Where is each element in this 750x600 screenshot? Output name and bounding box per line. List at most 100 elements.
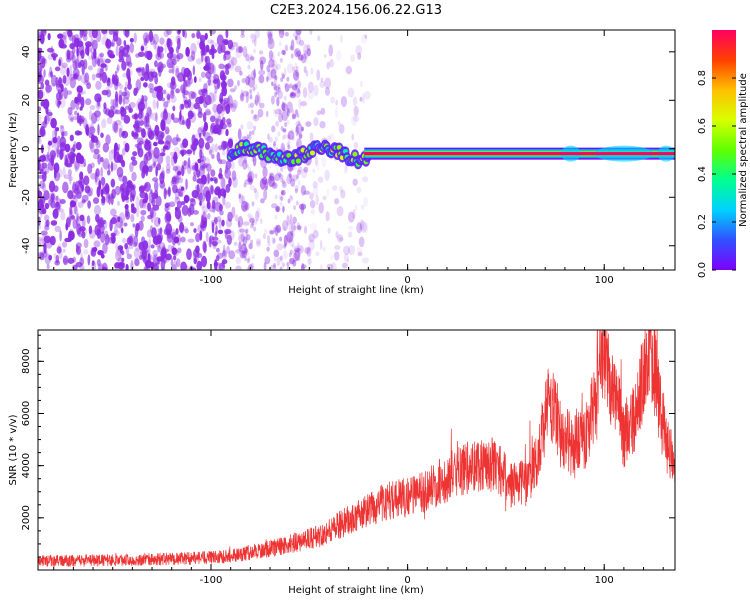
noise-blob xyxy=(57,198,62,210)
noise-blob xyxy=(170,76,176,87)
noise-blob xyxy=(199,200,202,206)
noise-blob xyxy=(110,99,114,106)
noise-blob xyxy=(143,37,148,46)
snr-x-ticks: -100 0 100 xyxy=(53,330,664,586)
noise-blob xyxy=(159,37,165,45)
spectrogram-y-tick-label: 40 xyxy=(21,45,32,58)
noise-blob xyxy=(360,220,367,233)
noise-streak xyxy=(297,120,301,126)
noise-blob xyxy=(190,91,197,99)
noise-blob xyxy=(219,188,227,197)
noise-blob xyxy=(161,252,165,264)
noise-blob xyxy=(133,32,137,44)
noise-blob xyxy=(298,98,302,109)
noise-blob xyxy=(335,50,342,61)
noise-blob xyxy=(217,115,222,122)
noise-blob xyxy=(241,200,248,212)
noise-blob xyxy=(148,52,152,58)
noise-blob xyxy=(50,220,58,226)
noise-streak xyxy=(248,58,252,64)
noise-blob xyxy=(59,149,64,159)
noise-streak xyxy=(295,141,299,147)
noise-blob xyxy=(192,145,196,156)
noise-blob xyxy=(50,193,55,202)
noise-blob xyxy=(271,51,275,63)
noise-blob xyxy=(131,114,138,120)
noise-streak xyxy=(288,219,292,225)
noise-streak xyxy=(279,201,283,207)
noise-blob xyxy=(148,82,154,90)
noise-blob xyxy=(193,253,199,263)
noise-blob xyxy=(172,184,178,194)
noise-blob xyxy=(207,171,210,184)
noise-blob xyxy=(118,212,126,224)
noise-streak xyxy=(295,71,299,77)
noise-blob xyxy=(295,30,302,36)
noise-streak xyxy=(292,32,296,38)
noise-streak xyxy=(287,134,291,140)
noise-streak xyxy=(296,113,300,119)
noise-blob xyxy=(309,200,316,209)
noise-blob xyxy=(178,224,185,234)
noise-blob xyxy=(227,211,233,222)
noise-blob xyxy=(165,155,171,165)
noise-blob xyxy=(347,231,353,238)
noise-blob xyxy=(38,224,42,230)
noise-blob xyxy=(197,111,203,119)
noise-streak xyxy=(247,267,251,270)
noise-blob xyxy=(258,74,265,84)
noise-blob xyxy=(179,149,187,156)
noise-blob xyxy=(97,153,102,165)
noise-blob xyxy=(180,187,186,193)
noise-blob xyxy=(122,94,126,107)
snr-panel: -100 0 100 2000 4000 6000 8000 Height of stra… xyxy=(8,329,676,596)
noise-blob xyxy=(247,170,255,183)
noise-blob xyxy=(143,138,150,151)
noise-streak xyxy=(249,94,253,100)
noise-blob xyxy=(39,125,46,137)
noise-blob xyxy=(40,121,46,129)
noise-blob xyxy=(210,169,216,177)
noise-blob xyxy=(234,214,239,222)
noise-blob xyxy=(254,30,261,39)
noise-blob xyxy=(240,124,244,130)
noise-blob xyxy=(198,132,202,139)
noise-streak xyxy=(290,230,294,236)
noise-blob xyxy=(221,86,228,97)
noise-blob xyxy=(281,101,286,112)
noise-blob xyxy=(201,44,208,56)
noise-blob xyxy=(226,234,232,246)
noise-blob xyxy=(362,176,369,183)
noise-blob xyxy=(343,166,348,175)
noise-blob xyxy=(288,221,294,234)
noise-streak xyxy=(251,217,255,223)
spectrogram-y-tick-label: 20 xyxy=(21,94,32,107)
noise-blob xyxy=(114,90,119,103)
noise-blob xyxy=(209,124,216,134)
noise-blob xyxy=(117,200,120,207)
noise-blob xyxy=(269,264,277,270)
noise-blob xyxy=(132,223,136,228)
noise-blob xyxy=(91,52,95,60)
noise-blob xyxy=(224,201,232,209)
noise-blob xyxy=(210,39,215,46)
colorbar-tick-label: 0.4 xyxy=(697,166,708,182)
noise-streak xyxy=(297,256,301,262)
noise-blob xyxy=(190,222,194,227)
noise-streak xyxy=(250,222,254,228)
noise-blob xyxy=(237,128,242,141)
noise-blob xyxy=(330,254,334,260)
noise-blob xyxy=(142,32,150,43)
noise-blob xyxy=(240,243,247,254)
noise-blob xyxy=(306,246,312,257)
noise-blob xyxy=(95,80,102,91)
noise-streak xyxy=(275,207,279,213)
noise-blob xyxy=(290,39,295,51)
noise-blob xyxy=(316,110,322,116)
noise-blob xyxy=(245,75,251,86)
noise-streak xyxy=(287,144,291,150)
noise-blob xyxy=(76,85,83,93)
noise-blob xyxy=(118,94,123,105)
noise-blob xyxy=(54,66,61,72)
